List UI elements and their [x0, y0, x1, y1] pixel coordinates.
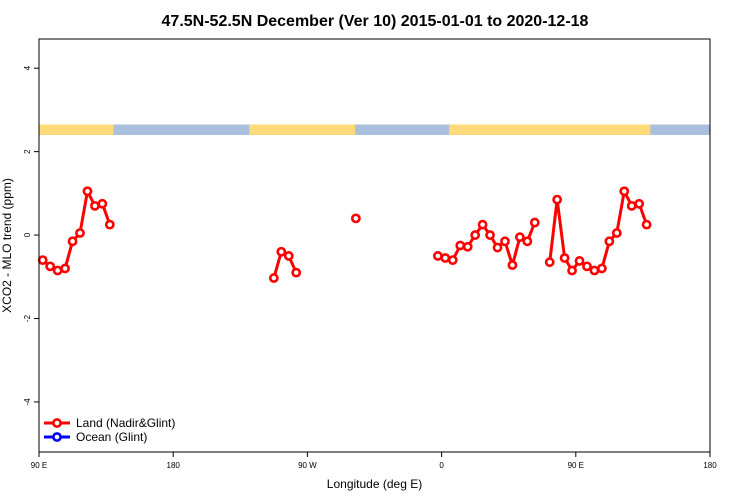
data-point: [432, 251, 443, 261]
data-point: [440, 253, 451, 263]
x-tick-label: 90 E: [568, 461, 584, 470]
legend-label: Land (Nadir&Glint): [76, 416, 175, 430]
data-point: [291, 267, 302, 278]
legend-marker: [52, 418, 62, 428]
data-point: [567, 265, 577, 276]
y-tick-label: 2: [23, 149, 32, 154]
land-band: [449, 124, 651, 135]
data-point: [492, 242, 503, 253]
x-axis-label: Longitude (deg E): [327, 477, 422, 491]
data-point: [596, 263, 607, 274]
x-tick-label: 0: [439, 461, 444, 470]
data-point: [626, 200, 637, 211]
data-point: [611, 228, 622, 238]
data-point: [276, 246, 287, 257]
data-point: [552, 194, 563, 205]
data-point: [514, 232, 525, 243]
y-tick-label: -2: [23, 314, 32, 322]
plot-area: [37, 186, 652, 283]
data-point: [529, 217, 540, 228]
data-point: [268, 273, 279, 283]
y-axis: -4 -2 0 2 4: [23, 65, 39, 406]
x-tick-label: 180: [703, 461, 717, 470]
y-tick-label: -4: [23, 398, 32, 406]
data-point: [462, 241, 473, 252]
data-point: [589, 265, 600, 276]
land-band: [39, 124, 114, 135]
y-tick-label: 4: [23, 65, 32, 70]
data-point: [477, 219, 488, 230]
data-point: [559, 253, 570, 263]
data-point: [45, 261, 56, 272]
data-point: [641, 219, 652, 230]
data-point: [507, 260, 518, 271]
data-point: [52, 265, 63, 276]
data-point: [104, 219, 115, 230]
x-tick-label: 90 E: [31, 461, 47, 470]
data-point: [283, 251, 294, 261]
x-axis: 90 E 180 90 W 0 90 E 180: [31, 452, 717, 470]
x-tick-label: 180: [167, 461, 181, 470]
chart-title: 47.5N-52.5N December (Ver 10) 2015-01-01…: [162, 13, 589, 30]
data-point: [455, 240, 466, 251]
legend-label: Ocean (Glint): [76, 430, 147, 444]
data-point: [485, 230, 495, 240]
data-point: [574, 256, 585, 266]
x-tick-label: 90 W: [298, 461, 317, 470]
data-point: [544, 257, 555, 268]
data-point: [634, 198, 645, 209]
data-point: [97, 198, 108, 209]
legend: Land (Nadir&Glint)Ocean (Glint): [44, 416, 175, 444]
data-point: [60, 263, 70, 274]
y-tick-label: 0: [23, 232, 32, 237]
y-axis-label: XCO2 - MLO trend (ppm): [0, 178, 14, 313]
data-point: [604, 236, 615, 247]
ocean-band: [39, 124, 710, 135]
surface-type-strip: [39, 124, 710, 135]
data-point: [522, 236, 533, 247]
plot-frame: [38, 38, 711, 453]
legend-marker: [52, 432, 62, 442]
data-point: [90, 200, 100, 211]
data-point: [75, 228, 85, 238]
data-point: [582, 261, 592, 272]
data-point: [447, 255, 458, 266]
data-point: [67, 236, 78, 247]
land-band: [249, 124, 356, 135]
data-point: [82, 186, 93, 197]
data-point: [350, 213, 361, 224]
data-point: [500, 236, 510, 247]
data-point: [37, 255, 48, 266]
data-point: [470, 230, 481, 240]
data-point: [619, 186, 630, 197]
